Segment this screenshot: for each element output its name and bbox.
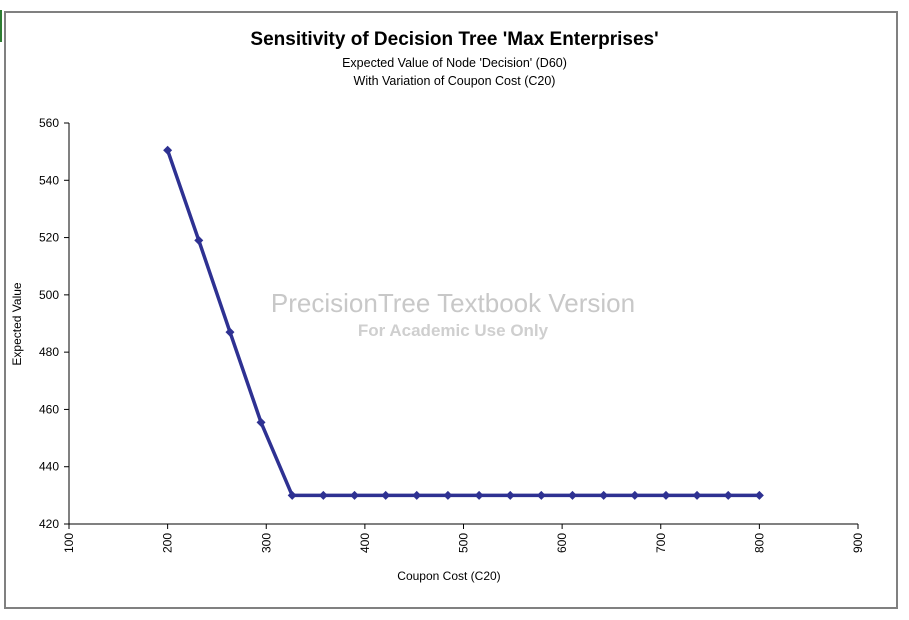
data-point-marker [443,490,453,500]
data-point-marker [381,490,391,500]
selection-corner-mark [0,10,2,42]
data-point-marker [630,490,640,500]
data-point-marker [661,490,671,500]
y-tick-label: 560 [39,116,59,130]
tick-labels: 420 440 460 480 500 520 540 560 100 200 300 400 500 6… [39,116,865,553]
x-tick-label: 400 [358,533,372,553]
chart-subtitle-2: With Variation of Coupon Cost (C20) [353,74,556,88]
data-point-marker [692,490,702,500]
y-tick-label: 460 [39,402,59,416]
data-point-marker [723,490,733,500]
x-tick-label: 300 [259,533,273,553]
y-tick-label: 480 [39,345,59,359]
data-point-marker [412,490,422,500]
y-tick-label: 420 [39,517,59,531]
data-point-marker [599,490,609,500]
chart-title: Sensitivity of Decision Tree 'Max Enterp… [250,29,659,50]
chart-frame [4,11,898,609]
data-point-marker [318,490,328,500]
axes [64,122,859,529]
data-point-marker [225,327,235,337]
x-tick-label: 500 [457,533,471,553]
watermark-line-1: PrecisionTree Textbook Version [271,288,635,318]
y-tick-label: 520 [39,231,59,245]
data-point-marker [474,490,484,500]
x-tick-label: 100 [62,533,76,553]
y-tick-label: 540 [39,173,59,187]
data-point-marker [163,145,173,155]
data-point-marker [567,490,577,500]
data-point-marker [287,490,297,500]
data-point-marker [754,490,764,500]
x-tick-label: 200 [161,533,175,553]
data-point-marker [350,490,360,500]
watermark-line-2: For Academic Use Only [358,321,549,340]
y-tick-label: 440 [39,460,59,474]
x-axis-title: Coupon Cost (C20) [397,569,500,583]
y-axis-title: Expected Value [10,282,24,365]
chart-subtitle-1: Expected Value of Node 'Decision' (D60) [342,56,567,70]
data-point-marker [536,490,546,500]
x-tick-label: 900 [851,533,865,553]
x-tick-label: 800 [752,533,766,553]
data-point-marker [194,235,204,245]
series-group [163,145,764,500]
y-tick-label: 500 [39,288,59,302]
x-tick-label: 600 [555,533,569,553]
data-point-marker [505,490,515,500]
series-line [165,149,760,498]
x-tick-label: 700 [654,533,668,553]
data-point-marker [256,417,266,427]
